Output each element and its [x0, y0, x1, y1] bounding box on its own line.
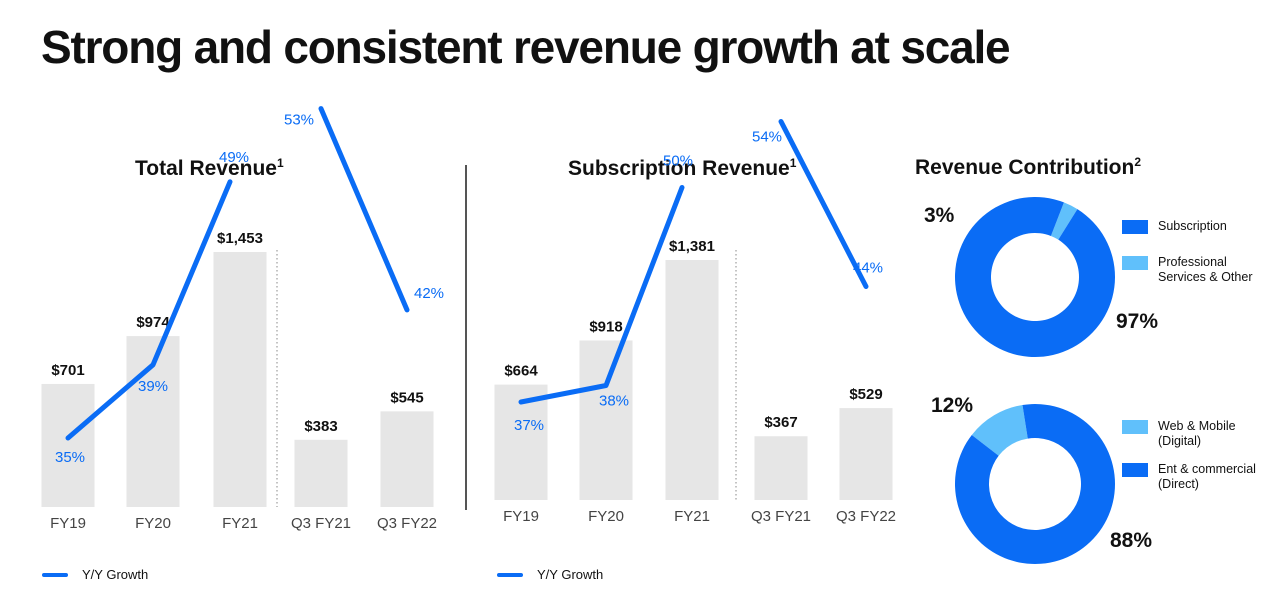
slice-label: 3%: [924, 204, 955, 227]
total-revenue-legend: Y/Y Growth: [42, 567, 148, 582]
growth-label: 39%: [138, 378, 168, 395]
bar-value-label: $367: [764, 414, 797, 431]
bar: [579, 340, 633, 500]
growth-line-annual: [65, 179, 233, 441]
x-tick-label: Q3 FY21: [291, 515, 351, 532]
growth-label: 53%: [284, 112, 314, 129]
growth-line-quarterly: [318, 106, 410, 313]
donut-slice: [1050, 202, 1078, 240]
legend-ent-commercial: Ent & commercial (Direct): [1122, 462, 1278, 492]
growth-label: 37%: [514, 417, 544, 434]
x-tick-label: Q3 FY22: [377, 515, 437, 532]
x-tick-label: FY20: [135, 515, 171, 532]
legend-label: Ent & commercial (Direct): [1158, 462, 1256, 491]
bar-value-label: $1,453: [217, 230, 263, 247]
revenue-contribution-title: Revenue Contribution2: [915, 155, 1142, 179]
bar: [754, 436, 808, 500]
x-tick-label: FY19: [50, 515, 86, 532]
subscription-revenue-title: Subscription Revenue1: [568, 156, 797, 180]
legend-swatch: [1122, 256, 1148, 270]
growth-line-swatch: [497, 572, 523, 577]
slice-label: 12%: [931, 394, 974, 417]
bar-value-label: $918: [589, 318, 622, 335]
bar: [839, 408, 893, 500]
bar-value-label: $1,381: [669, 238, 715, 255]
bar: [41, 383, 95, 507]
growth-line-swatch: [42, 572, 68, 577]
bar-value-label: $701: [51, 362, 84, 379]
donut-slice: [955, 196, 1115, 357]
x-tick-label: FY21: [674, 508, 710, 525]
donut-slice: [971, 404, 1028, 456]
subscription-revenue-legend: Y/Y Growth: [497, 567, 603, 582]
legend-label: Subscription: [1158, 219, 1227, 233]
growth-label: 49%: [219, 149, 249, 166]
legend-swatch: [1122, 420, 1148, 434]
subscription-revenue-chart: $664 FY19 $918 FY20 $1,381 FY21 $367 Q3 FY21 $52…: [494, 119, 896, 525]
x-tick-label: Q3 FY22: [836, 508, 896, 525]
bar: [213, 252, 267, 507]
legend-web-mobile: Web & Mobile (Digital): [1122, 419, 1248, 449]
legend-professional-services: Professional Services & Other: [1122, 255, 1268, 285]
legend-subscription: Subscription: [1122, 219, 1227, 234]
donut-slice: [955, 403, 1116, 564]
total-revenue-chart: $701 FY19 $974 FY20 $1,453 FY21 $383 Q3 FY21 $54…: [41, 106, 444, 532]
growth-line-annual: [518, 185, 685, 405]
growth-label: 54%: [752, 129, 782, 146]
slice-label: 88%: [1110, 529, 1153, 552]
growth-label: 44%: [853, 260, 883, 277]
bar-value-label: $974: [136, 314, 170, 331]
x-tick-label: FY19: [503, 508, 539, 525]
bar: [294, 439, 348, 507]
legend-label: Y/Y Growth: [82, 567, 149, 582]
growth-line-quarterly: [778, 119, 869, 289]
legend-label: Y/Y Growth: [537, 567, 604, 582]
x-tick-label: Q3 FY21: [751, 508, 811, 525]
legend-swatch: [1122, 463, 1148, 477]
bar: [665, 260, 719, 500]
total-revenue-title: Total Revenue1: [135, 156, 284, 180]
growth-label: 35%: [55, 449, 85, 466]
growth-label: 42%: [414, 285, 444, 302]
legend-label: Professional Services & Other: [1158, 255, 1253, 284]
page-title: Strong and consistent revenue growth at …: [41, 21, 1011, 73]
legend-label: Web & Mobile (Digital): [1158, 419, 1236, 448]
legend-swatch: [1122, 220, 1148, 234]
bar: [380, 411, 434, 507]
bar-value-label: $545: [390, 389, 423, 406]
growth-label: 50%: [663, 153, 693, 170]
bar-value-label: $383: [304, 418, 337, 435]
x-tick-label: FY20: [588, 508, 624, 525]
growth-label: 38%: [599, 393, 629, 410]
bar-value-label: $529: [849, 386, 882, 403]
slice-label: 97%: [1116, 310, 1159, 333]
bar-value-label: $664: [504, 363, 538, 380]
chart-divider: [465, 165, 467, 510]
x-tick-label: FY21: [222, 515, 258, 532]
